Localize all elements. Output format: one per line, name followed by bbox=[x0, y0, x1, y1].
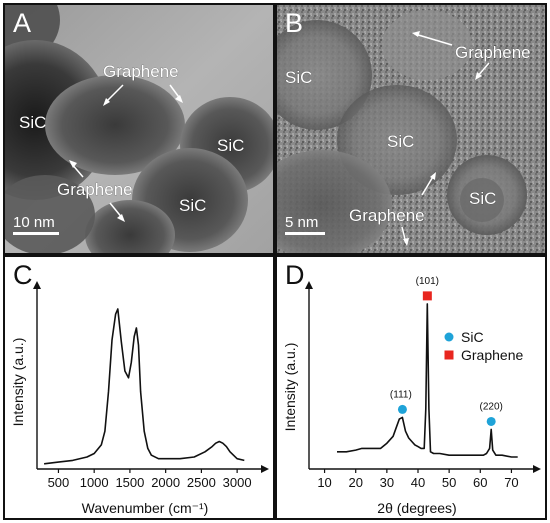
y-axis-arrow bbox=[33, 281, 41, 289]
arrowhead-b-4 bbox=[403, 238, 409, 246]
legend-graphene-marker bbox=[444, 350, 454, 360]
x-tick-label: 10 bbox=[317, 475, 331, 490]
legend-label: Graphene bbox=[461, 347, 523, 363]
xrd-chart-panel: 10 20 30 40 50 60 70 (101) (111) (220) SiC Graphe… bbox=[275, 255, 547, 520]
sic-label-b-right: SiC bbox=[469, 189, 496, 208]
x-tick-label: 50 bbox=[442, 475, 456, 490]
x-tick-label: 1000 bbox=[80, 475, 109, 490]
x-tick-label: 2500 bbox=[187, 475, 216, 490]
series-line bbox=[337, 303, 518, 458]
tem-image-panel-a: SiC Graphene SiC Graphene SiC 10 nm A bbox=[3, 3, 275, 255]
arrowhead-b-1 bbox=[412, 31, 420, 37]
sic-peak-marker bbox=[486, 416, 496, 426]
arrowhead-b-3 bbox=[430, 172, 436, 180]
tem-image-a: SiC Graphene SiC Graphene SiC 10 nm bbox=[5, 5, 273, 253]
graphene-label-b-bottom: Graphene bbox=[349, 206, 425, 225]
graphene-label-b-top: Graphene bbox=[455, 43, 531, 62]
chart-d-axes bbox=[305, 281, 541, 473]
x-tick-label: 60 bbox=[473, 475, 487, 490]
y-axis-arrow bbox=[305, 281, 313, 289]
panel-letter-a: A bbox=[13, 8, 32, 38]
x-tick-label: 500 bbox=[48, 475, 70, 490]
x-tick-label: 70 bbox=[504, 475, 518, 490]
sic-label-b-topleft: SiC bbox=[285, 68, 312, 87]
x-tick-label: 20 bbox=[348, 475, 362, 490]
raman-chart-panel: 500 1000 1500 2000 2500 3000 Wavenumber (cm⁻¹… bbox=[3, 255, 275, 520]
chart-d-legend: SiC Graphene bbox=[444, 329, 523, 363]
peak-label: (220) bbox=[480, 401, 503, 412]
legend-sic-marker bbox=[444, 332, 454, 342]
chart-d-markers: (101) (111) (220) bbox=[390, 276, 503, 426]
chart-c-axes bbox=[33, 281, 269, 473]
scale-bar-b bbox=[285, 232, 325, 235]
chart-d-series bbox=[337, 303, 518, 458]
arrowhead-a-3 bbox=[69, 160, 77, 168]
chart-d-xlabel: 2θ (degrees) bbox=[377, 500, 456, 516]
arrowhead-b-2 bbox=[475, 72, 482, 80]
legend-label: SiC bbox=[461, 329, 484, 345]
graphene-peak-marker bbox=[422, 291, 432, 301]
arrowhead-a-4 bbox=[117, 214, 125, 222]
sic-peak-marker bbox=[397, 404, 407, 414]
arrow-b-3 bbox=[421, 174, 435, 196]
chart-c-ticks: 500 1000 1500 2000 2500 3000 bbox=[48, 469, 252, 490]
xrd-chart: 10 20 30 40 50 60 70 (101) (111) (220) SiC Graphe… bbox=[282, 276, 541, 516]
scale-label-a: 10 nm bbox=[13, 214, 55, 231]
peak-label: (101) bbox=[416, 276, 439, 287]
panel-letter-c: C bbox=[13, 260, 33, 290]
peak-label: (111) bbox=[390, 389, 412, 400]
tem-image-b: SiC Graphene SiC SiC Graphene 5 nm bbox=[277, 5, 545, 253]
x-axis-arrow bbox=[533, 465, 541, 473]
chart-c-series bbox=[44, 308, 245, 465]
graphene-label-a-top: Graphene bbox=[103, 62, 179, 81]
graphene-label-a-bottom: Graphene bbox=[57, 180, 133, 199]
arrow-b-1 bbox=[414, 33, 453, 46]
x-tick-label: 30 bbox=[380, 475, 394, 490]
panel-letter-d: D bbox=[285, 260, 305, 290]
arrowhead-a-1 bbox=[103, 98, 110, 106]
panel-letter-b: B bbox=[285, 8, 304, 38]
x-tick-label: 3000 bbox=[223, 475, 252, 490]
arrowhead-a-2 bbox=[175, 95, 183, 103]
x-tick-label: 2000 bbox=[151, 475, 180, 490]
sic-label-a-bottom: SiC bbox=[179, 196, 206, 215]
sic-label-a-right: SiC bbox=[217, 136, 244, 155]
scale-label-b: 5 nm bbox=[285, 214, 318, 231]
tem-image-panel-b: SiC Graphene SiC SiC Graphene 5 nm B bbox=[275, 3, 547, 255]
raman-chart: 500 1000 1500 2000 2500 3000 Wavenumber (cm⁻¹… bbox=[10, 281, 269, 516]
scale-bar-a bbox=[13, 232, 59, 235]
sic-label-a-left: SiC bbox=[19, 113, 46, 132]
series-line bbox=[44, 308, 245, 465]
chart-d-ticks: 10 20 30 40 50 60 70 bbox=[317, 469, 519, 490]
chart-d-ylabel: Intensity (a.u.) bbox=[282, 343, 298, 432]
x-axis-arrow bbox=[261, 465, 269, 473]
chart-c-xlabel: Wavenumber (cm⁻¹) bbox=[82, 500, 209, 516]
sic-label-b-center: SiC bbox=[387, 132, 414, 151]
chart-c-ylabel: Intensity (a.u.) bbox=[10, 338, 26, 427]
x-tick-label: 40 bbox=[411, 475, 425, 490]
x-tick-label: 1500 bbox=[115, 475, 144, 490]
